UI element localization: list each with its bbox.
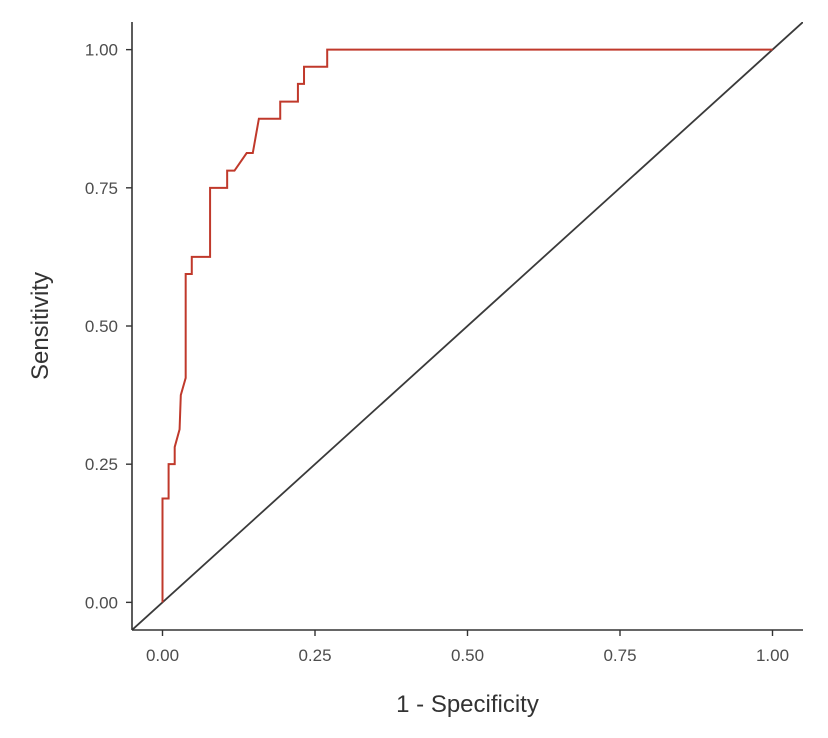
y-tick-label: 0.75 bbox=[85, 179, 118, 198]
plot-area bbox=[132, 22, 803, 630]
x-axis-title: 1 - Specificity bbox=[396, 691, 539, 718]
x-tick-label: 0.25 bbox=[298, 646, 331, 665]
axes: 0.00 0.25 0.50 0.75 1.00 0.00 0.25 0.50 0.75 1.00 bbox=[85, 22, 803, 665]
x-tick-label: 1.00 bbox=[756, 646, 789, 665]
x-tick-label: 0.50 bbox=[451, 646, 484, 665]
y-tick-label: 1.00 bbox=[85, 41, 118, 60]
x-tick-label: 0.75 bbox=[603, 646, 636, 665]
y-axis-title: Sensitivity bbox=[27, 272, 54, 380]
y-tick-label: 0.25 bbox=[85, 455, 118, 474]
roc-curve-line bbox=[161, 48, 773, 603]
x-tick-label: 0.00 bbox=[146, 646, 179, 665]
reference-diagonal-line bbox=[132, 22, 803, 630]
y-tick-label: 0.00 bbox=[85, 593, 118, 612]
y-tick-label: 0.50 bbox=[85, 317, 118, 336]
